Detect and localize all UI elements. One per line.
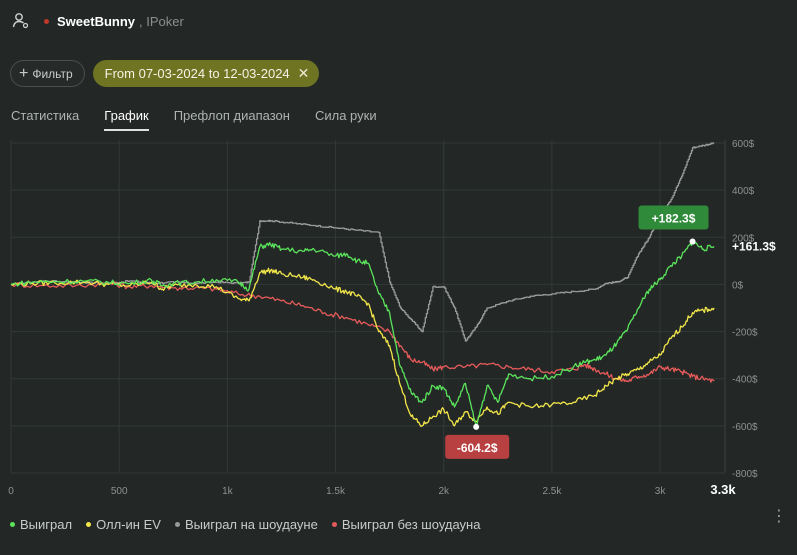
filter-button[interactable]: + Фильтр xyxy=(10,60,85,87)
legend-label: Олл-ин EV xyxy=(96,517,161,532)
min-point-marker xyxy=(473,423,480,430)
more-options-icon[interactable]: ⋮ xyxy=(771,508,787,525)
network-name: , IPoker xyxy=(139,13,184,29)
chart-legend: Выиграл Олл-ин EV Выиграл на шоудауне Вы… xyxy=(10,517,480,532)
y-tick-label: -800$ xyxy=(732,469,758,480)
legend-label: Выиграл на шоудауне xyxy=(184,517,318,532)
tab-statistics[interactable]: Статистика xyxy=(11,108,80,123)
y-tick-label: -400$ xyxy=(732,375,758,386)
legend-item-non-showdown[interactable]: Выиграл без шоудауна xyxy=(331,517,481,532)
legend-dot-showdown xyxy=(174,522,180,527)
close-icon[interactable]: ✕ xyxy=(297,65,310,81)
final-value-label: +161.3$ xyxy=(732,239,776,253)
x-tick-label: 2.5k xyxy=(542,486,562,497)
y-tick-label: 200$ xyxy=(732,233,755,244)
legend-label: Выиграл без шоудауна xyxy=(341,517,481,532)
header: SweetBunny , IPoker xyxy=(12,10,184,32)
legend-dot-won xyxy=(10,522,15,527)
date-range-label: From 07-03-2024 to 12-03-2024 xyxy=(104,66,290,81)
tab-graph[interactable]: График xyxy=(104,108,149,131)
tab-bar: Статистика График Префлоп диапазон Сила … xyxy=(11,108,377,131)
x-tick-label: 1.5k xyxy=(326,486,346,497)
x-tick-label: 1k xyxy=(222,486,234,497)
legend-dot-non-showdown xyxy=(331,522,337,527)
filter-row: + Фильтр From 07-03-2024 to 12-03-2024 ✕ xyxy=(10,60,320,87)
date-range-chip[interactable]: From 07-03-2024 to 12-03-2024 ✕ xyxy=(92,60,320,87)
profit-chart: 600$ 400$ 200$ 0$ -200$ -400$ -600$ -800$ 0 500 1… xyxy=(8,139,776,497)
legend-dot-allin-ev xyxy=(86,522,92,527)
y-tick-label: -600$ xyxy=(732,422,758,433)
series-line-non-showdown xyxy=(10,281,715,383)
x-tick-label: 0 xyxy=(8,486,14,497)
x-tick-label: 500 xyxy=(111,486,128,497)
max-point-marker xyxy=(689,238,696,245)
legend-item-showdown[interactable]: Выиграл на шоудауне xyxy=(174,517,318,532)
status-dot xyxy=(44,18,49,24)
x-end-label: 3.3k xyxy=(710,482,736,497)
legend-item-allin-ev[interactable]: Олл-ин EV xyxy=(86,517,161,532)
legend-label: Выиграл xyxy=(20,517,73,532)
y-tick-label: 600$ xyxy=(732,139,755,150)
x-tick-label: 2k xyxy=(438,486,450,497)
player-name: SweetBunny xyxy=(57,13,136,29)
tab-hand-strength[interactable]: Сила руки xyxy=(314,108,377,123)
tab-preflop-range[interactable]: Префлоп диапазон xyxy=(173,108,290,123)
min-badge-label: -604.2$ xyxy=(457,441,498,455)
y-tick-label: 400$ xyxy=(732,186,755,197)
user-settings-icon[interactable] xyxy=(12,12,30,30)
filter-label: Фильтр xyxy=(32,66,73,81)
plus-icon: + xyxy=(19,64,29,82)
max-badge-label: +182.3$ xyxy=(652,211,696,225)
series-line-allin-ev xyxy=(10,267,715,428)
y-tick-label: -200$ xyxy=(732,328,758,339)
x-tick-label: 3k xyxy=(655,486,667,497)
y-tick-label: 0$ xyxy=(732,280,744,291)
series-line-won xyxy=(10,240,715,428)
series-line-showdown xyxy=(11,142,715,342)
max-badge xyxy=(638,205,709,230)
legend-item-won[interactable]: Выиграл xyxy=(10,517,72,532)
min-badge xyxy=(445,434,510,459)
